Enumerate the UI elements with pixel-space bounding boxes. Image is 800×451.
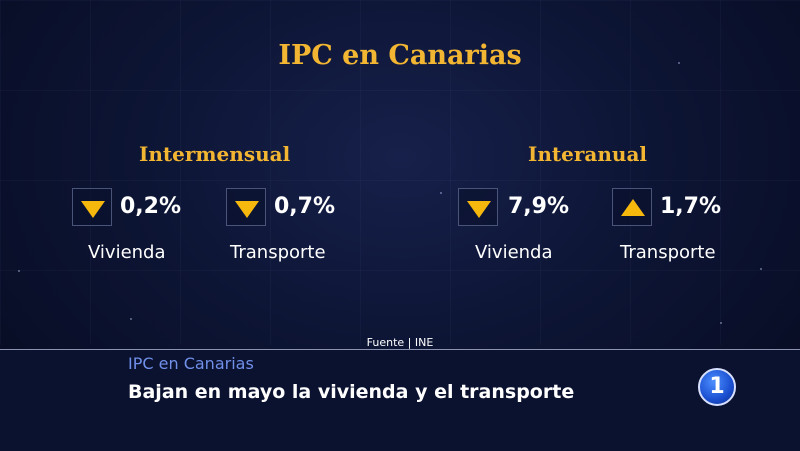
indicator-value: 1,7% — [660, 194, 722, 219]
arrow-up-icon — [621, 199, 645, 216]
indicator-box — [226, 188, 266, 226]
section-heading-intermensual: Intermensual — [139, 142, 291, 166]
la1-logo-icon: 1 — [698, 368, 736, 406]
lower-third-headline: Bajan en mayo la vivienda y el transport… — [128, 381, 575, 403]
page-title: IPC en Canarias — [278, 40, 522, 71]
star-dot — [440, 192, 442, 194]
indicator-label: Vivienda — [88, 242, 166, 263]
indicator-label: Vivienda — [475, 242, 553, 263]
source-note: Fuente | INE — [366, 336, 434, 349]
star-dot — [130, 318, 132, 320]
indicator-box — [612, 188, 652, 226]
lower-third-subtitle: IPC en Canarias — [128, 354, 254, 373]
indicator-value: 7,9% — [508, 194, 570, 219]
star-dot — [720, 322, 722, 324]
arrow-down-icon — [467, 201, 491, 218]
arrow-down-icon — [235, 201, 259, 218]
indicator-label: Transporte — [620, 242, 716, 263]
background-grid — [0, 0, 800, 345]
indicator-box — [72, 188, 112, 226]
indicator-value: 0,7% — [274, 194, 336, 219]
arrow-down-icon — [81, 201, 105, 218]
indicator-box — [458, 188, 498, 226]
star-dot — [18, 270, 20, 272]
star-dot — [678, 62, 680, 64]
lower-third-band — [0, 349, 800, 451]
star-dot — [760, 268, 762, 270]
indicator-label: Transporte — [230, 242, 326, 263]
indicator-value: 0,2% — [120, 194, 182, 219]
section-heading-interanual: Interanual — [528, 142, 647, 166]
